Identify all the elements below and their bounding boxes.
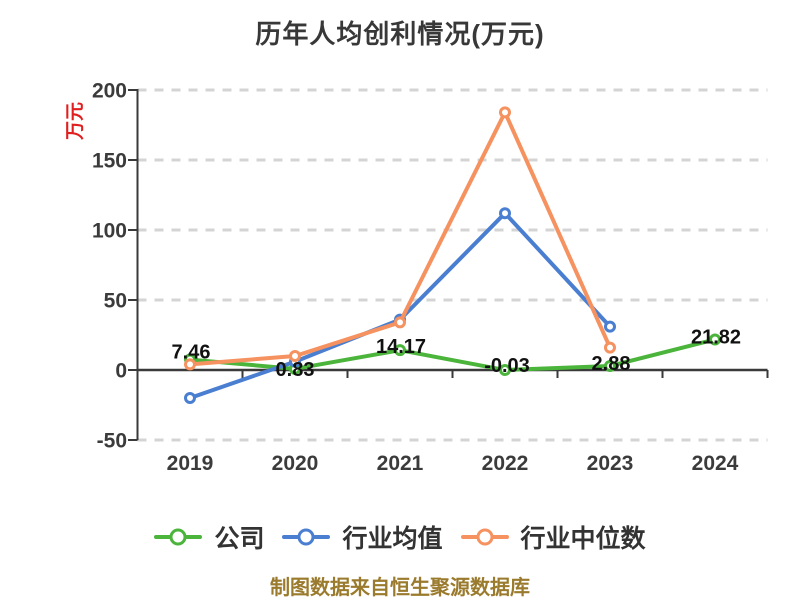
company-series-line [188, 337, 717, 373]
chart-legend: 公司 行业均值 行业中位数 [0, 521, 800, 553]
legend-label-industry-median: 行业中位数 [520, 525, 646, 553]
y-tick-label-200: 200 [92, 80, 127, 103]
company-data-point-2021 [394, 344, 406, 357]
company-data-point-2024 [709, 333, 721, 346]
chart-plot: 200 150 100 50 0 -50 2019 2020 2021 2022 2023 2024 7… [92, 80, 769, 475]
data-label-2021: 14.17 [376, 336, 426, 358]
x-tick-label-2020: 2020 [272, 452, 319, 475]
industry-median-data-point-2022 [499, 106, 511, 119]
chart-title: 历年人均创利情况(万元) [255, 19, 545, 49]
data-label-2022: -0.03 [484, 355, 530, 377]
y-tick-label--50: -50 [97, 430, 127, 453]
x-tick-label-2021: 2021 [377, 452, 424, 475]
y-tick-label-0: 0 [115, 360, 127, 383]
industry-average-data-point-2023 [604, 320, 616, 333]
data-label-2020: 0.83 [276, 359, 315, 381]
legend-item-company: 公司 [154, 519, 264, 555]
legend-item-industry-median: 行业中位数 [460, 519, 646, 555]
data-label-2024: 21.82 [691, 326, 741, 348]
company-data-point-2022 [499, 364, 511, 377]
x-tick-label-2022: 2022 [482, 452, 529, 475]
industry-median-data-point-2020 [289, 350, 301, 362]
x-tick-label-2019: 2019 [167, 452, 214, 475]
y-tick-label-150: 150 [92, 150, 127, 173]
company-legend-marker-icon [154, 528, 203, 547]
data-source-note: 制图数据来自恒生聚源数据库 [270, 577, 530, 599]
industry-median-data-point-2019 [184, 358, 196, 371]
data-label-2023: 2.88 [592, 353, 631, 375]
y-tick-label-50: 50 [104, 290, 127, 313]
x-tick-label-2023: 2023 [587, 452, 634, 475]
y-tick-label-100: 100 [92, 220, 127, 243]
legend-item-industry-average: 行业均值 [282, 519, 443, 555]
industry-median-data-point-2023 [604, 341, 616, 354]
legend-label-company: 公司 [214, 525, 265, 553]
industry-average-data-point-2019 [184, 392, 196, 404]
industry-median-data-point-2021 [394, 316, 406, 329]
industry-average-legend-marker-icon [282, 528, 331, 547]
data-label-2019: 7.46 [172, 342, 211, 364]
industry-median-legend-marker-icon [460, 528, 509, 547]
legend-label-industry-average: 行业均值 [342, 525, 443, 553]
company-data-point-2023 [604, 359, 616, 372]
x-tick-label-2024: 2024 [692, 452, 739, 475]
industry-average-data-point-2022 [499, 207, 511, 220]
